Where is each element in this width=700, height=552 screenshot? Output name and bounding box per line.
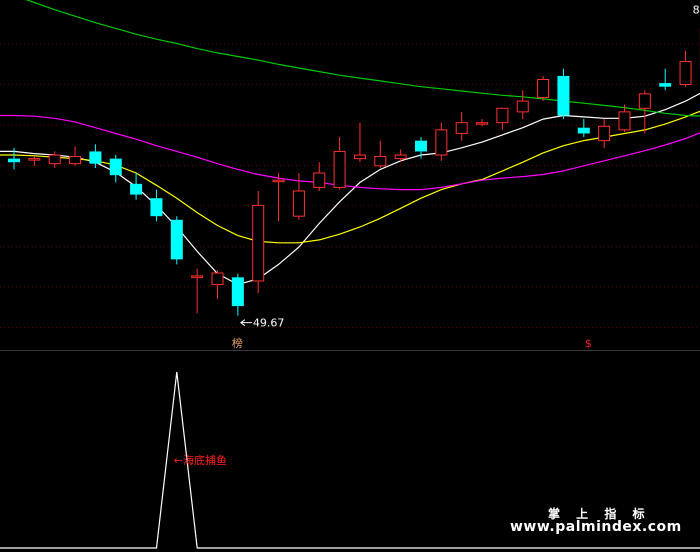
- candle-body: [252, 204, 265, 282]
- candle-body: [333, 150, 346, 188]
- indicator-annotation: ←海底捕鱼: [174, 453, 227, 467]
- candle: [69, 146, 82, 166]
- candle-body: [170, 219, 183, 260]
- candle: [211, 270, 224, 299]
- candle-body: [374, 155, 387, 167]
- candle-body: [455, 122, 468, 134]
- candle: [394, 149, 407, 163]
- candle: [598, 119, 611, 148]
- candle-body: [496, 107, 509, 124]
- candle-body: [313, 172, 326, 188]
- candle-body: [476, 122, 489, 125]
- candle-body: [435, 129, 448, 156]
- high-marker: $: [585, 337, 592, 350]
- candle: [516, 90, 529, 120]
- candle-body: [28, 158, 41, 161]
- ma-line-0: [0, 57, 700, 286]
- candle: [313, 162, 326, 192]
- candle: [353, 122, 366, 163]
- candle: [150, 189, 163, 222]
- candle-body: [537, 78, 550, 98]
- candle-body: [598, 125, 611, 142]
- candlesticks: [8, 28, 700, 316]
- high-price-label: 88.68: [693, 4, 700, 17]
- moving-average-lines: [0, 0, 700, 286]
- ma-line-2: [0, 111, 700, 191]
- candle: [191, 268, 204, 314]
- candle: [89, 144, 102, 168]
- candle-body: [272, 179, 285, 183]
- low-price-label: 49.67: [253, 317, 285, 330]
- candle: [659, 68, 672, 91]
- candle: [48, 151, 61, 168]
- candle-body: [150, 198, 163, 217]
- candle-body: [69, 155, 82, 165]
- indicator-pane: ←海底捕鱼: [0, 371, 700, 549]
- candle-body: [659, 83, 672, 87]
- candle: [415, 137, 427, 159]
- ma-line-1: [0, 93, 700, 244]
- grid-lines: [0, 43, 700, 328]
- candle: [537, 75, 550, 102]
- low-marker: 榜: [232, 336, 243, 350]
- candle-body: [577, 127, 590, 134]
- candle: [435, 122, 448, 161]
- candle-body: [191, 275, 204, 278]
- watermark-url: www.palmindex.com: [510, 519, 682, 535]
- candle-body: [130, 183, 143, 195]
- candle: [231, 273, 244, 316]
- low-arrow: [240, 319, 252, 327]
- candle-body: [516, 100, 529, 113]
- candle-body: [292, 190, 305, 217]
- candle-body: [618, 111, 631, 131]
- candle-body: [415, 140, 427, 152]
- candle: [679, 50, 692, 87]
- candle-body: [48, 154, 61, 165]
- candle: [170, 216, 183, 265]
- candle: [292, 173, 305, 220]
- candle: [109, 155, 122, 183]
- candle: [476, 119, 489, 127]
- ma-line-3: [25, 0, 700, 118]
- candle-body: [109, 158, 122, 176]
- candle-body: [231, 277, 244, 307]
- candle-body: [679, 61, 692, 86]
- candle: [618, 104, 631, 133]
- candle: [8, 147, 20, 170]
- candle-body: [557, 75, 570, 116]
- candle: [577, 119, 590, 138]
- candle: [496, 107, 509, 130]
- candle-body: [638, 93, 651, 109]
- candle-body: [394, 154, 407, 160]
- candle: [130, 173, 143, 200]
- candle: [272, 173, 285, 222]
- candle-body: [8, 158, 20, 163]
- candle: [28, 156, 41, 166]
- candle: [638, 90, 651, 134]
- candle-body: [89, 151, 102, 164]
- candle: [374, 140, 387, 168]
- price-annotations: 88.68 49.67 榜 $: [232, 4, 700, 350]
- candle: [455, 111, 468, 141]
- candle: [252, 191, 265, 294]
- candle: [333, 137, 346, 190]
- indicator-line: [0, 371, 700, 549]
- watermark-title: 掌 上 指 标: [548, 507, 651, 521]
- candle-body: [353, 154, 366, 160]
- candle: [557, 68, 570, 120]
- candle-body: [211, 272, 224, 286]
